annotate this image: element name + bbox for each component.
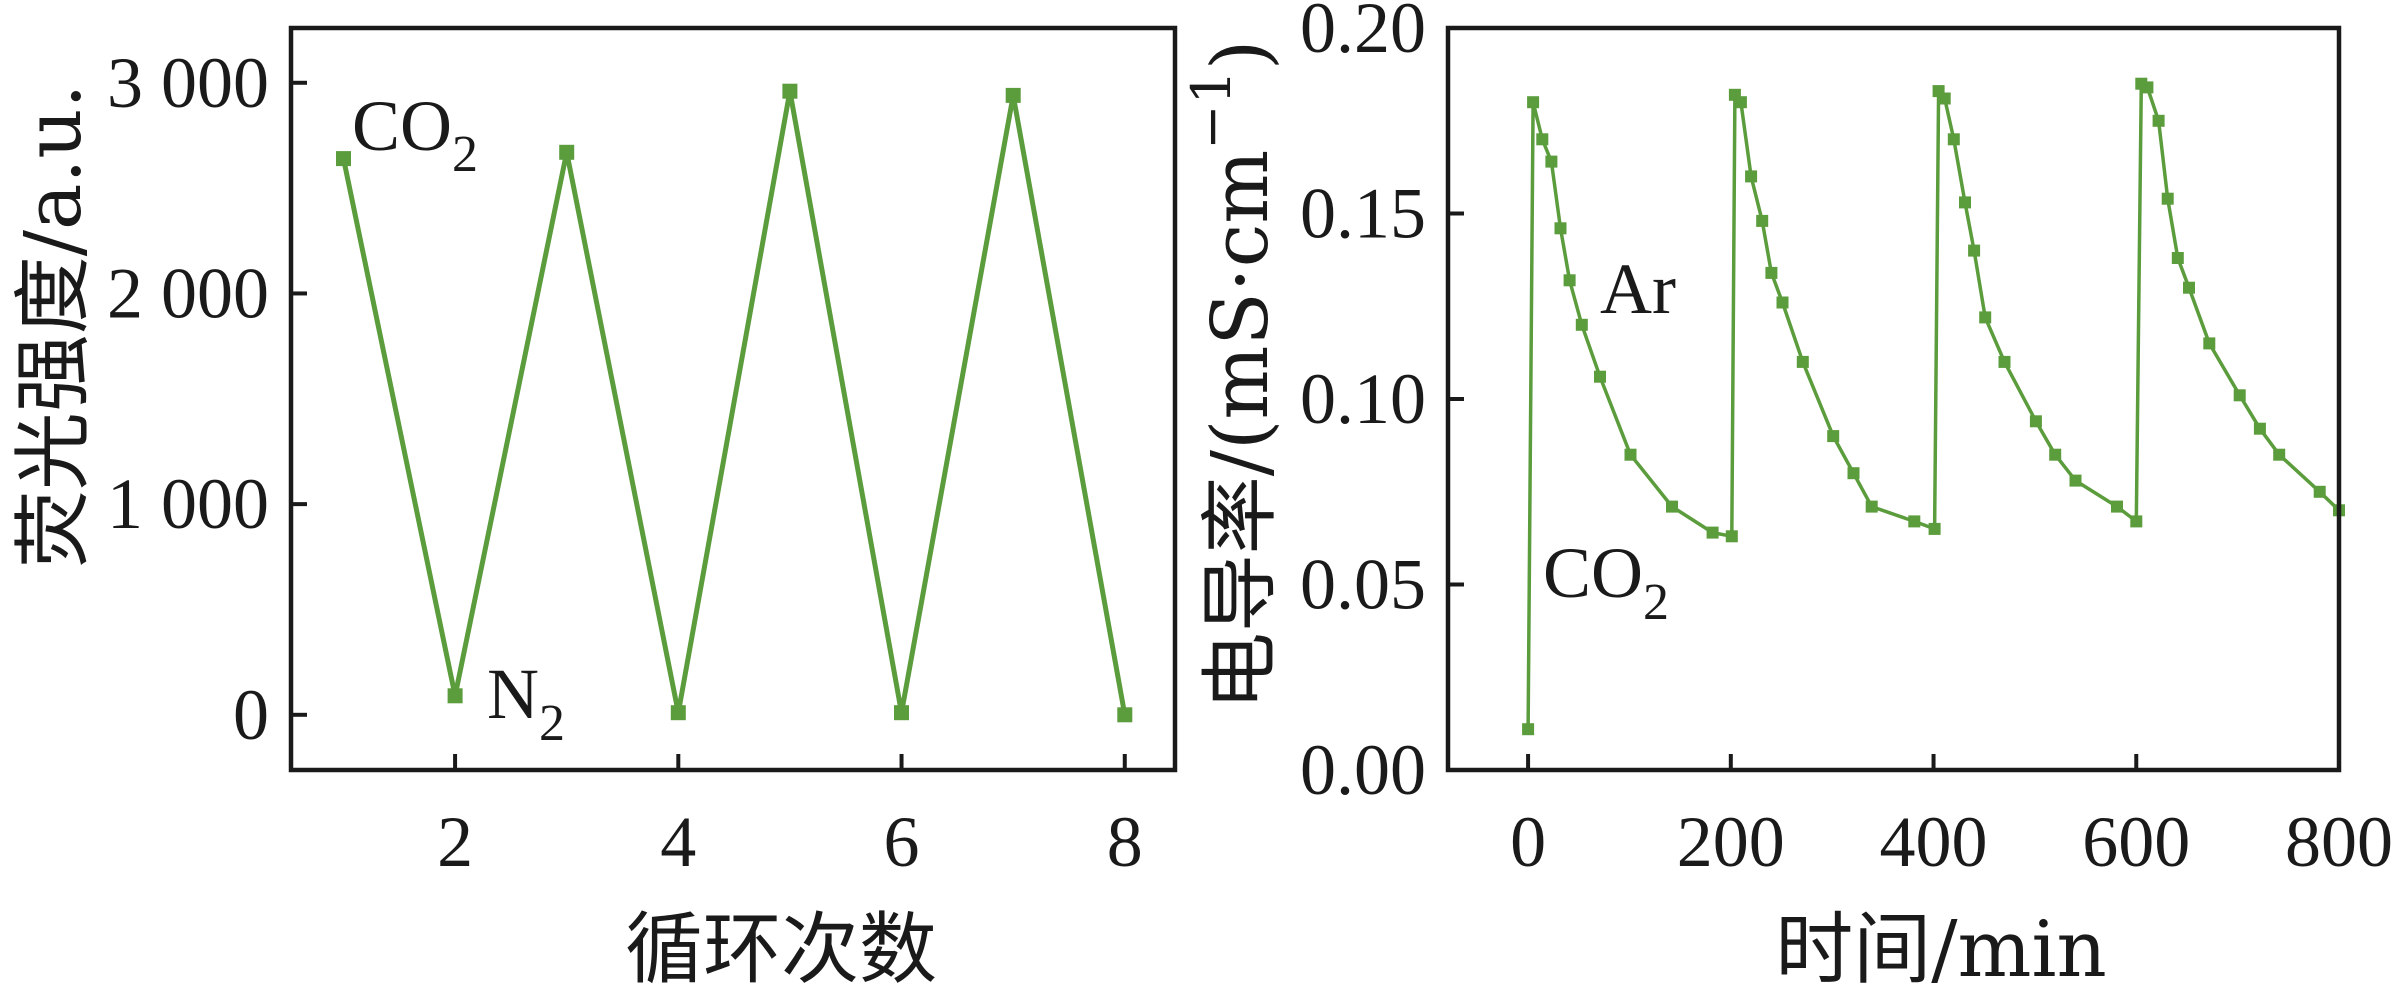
data-point	[1594, 370, 1606, 383]
data-point	[2253, 422, 2266, 435]
y-tick-label: 0.20	[1300, 0, 1426, 68]
data-point	[1527, 96, 1540, 109]
plot-frame	[1445, 25, 2342, 773]
annotation-n2: N2	[487, 654, 565, 752]
data-point	[1968, 244, 1981, 257]
x-axis-title: 时间/min	[1775, 905, 2106, 995]
data-point	[1827, 430, 1840, 443]
annotation-text: Ar	[1600, 249, 1676, 329]
data-point	[1979, 311, 1992, 324]
data-point	[2141, 81, 2154, 94]
x-tick-label: 2	[437, 802, 473, 882]
data-point	[1756, 214, 1769, 227]
annotation-text: CO	[1543, 533, 1643, 613]
data-point	[2111, 500, 2123, 513]
data-point	[1666, 500, 1678, 513]
y-tick-label: 0.15	[1300, 174, 1426, 254]
data-point	[1908, 515, 1921, 528]
x-tick-label: 8	[1107, 802, 1143, 882]
data-point	[2233, 389, 2246, 402]
data-point	[1847, 467, 1860, 480]
conductivity-time-chart: 电导率/(mS·cm−1) 时间/min Ar CO2 0.00 0.05 0.10…	[1180, 0, 2394, 995]
data-point	[1765, 266, 1778, 279]
data-point	[2161, 192, 2174, 205]
y-tick-label: 0.10	[1300, 359, 1426, 439]
data-point	[1522, 723, 1535, 736]
x-tick-label: 0	[1510, 802, 1546, 882]
data-point	[2152, 114, 2165, 127]
data-point	[1865, 500, 1878, 513]
data-point	[2049, 448, 2062, 461]
annotation-subscript: 2	[452, 126, 478, 183]
annotation-co2: CO2	[1543, 533, 1669, 631]
y-tick-label: 1 000	[107, 464, 269, 544]
data-point	[1725, 530, 1738, 543]
data-point	[1959, 196, 1971, 209]
data-point	[1734, 96, 1747, 109]
x-axis-title: 循环次数	[625, 905, 937, 995]
data-point	[1545, 155, 1558, 168]
data-point	[782, 83, 798, 99]
plot-frame	[288, 25, 1178, 773]
data-point	[1575, 318, 1588, 331]
y-axis-title: 电导率/(mS·cm−1)	[1180, 40, 1287, 711]
data-point	[2171, 252, 2184, 264]
data-point	[2183, 281, 2195, 294]
data-point	[1563, 274, 1576, 287]
y-axis-title-close: )	[1196, 40, 1286, 70]
data-point	[2130, 515, 2143, 528]
y-tick-label: 0.00	[1300, 730, 1426, 810]
y-tick-label: 0	[233, 675, 269, 755]
data-point	[1536, 133, 1549, 146]
data-point	[2203, 337, 2216, 350]
data-point	[336, 151, 351, 167]
data-point	[447, 688, 463, 704]
data-point	[1745, 170, 1758, 183]
annotation-subscript: 2	[539, 695, 565, 752]
data-point	[2029, 415, 2042, 428]
data-point	[670, 705, 686, 721]
data-point	[1938, 92, 1951, 105]
y-tick-label: 3 000	[107, 43, 269, 123]
annotation-text: CO	[352, 86, 452, 166]
x-tick-label: 800	[2285, 802, 2393, 882]
y-axis-title-superscript: −1	[1180, 70, 1243, 150]
series-line	[1526, 81, 2341, 730]
y-tick-label: 0.05	[1300, 545, 1426, 625]
data-point	[1005, 87, 1021, 103]
data-point	[1998, 355, 2011, 368]
annotation-co2: CO2	[352, 86, 478, 183]
data-point	[1928, 522, 1941, 535]
data-point	[2069, 474, 2082, 487]
annotation-subscript: 2	[1643, 574, 1669, 631]
x-tick-label: 200	[1677, 802, 1785, 882]
data-point	[1947, 133, 1960, 146]
data-point	[2313, 485, 2326, 498]
data-point	[559, 144, 575, 160]
x-tick-label: 6	[884, 802, 920, 882]
data-point	[1624, 448, 1637, 461]
y-axis-title: 荧光强度/a.u.	[9, 84, 99, 569]
y-tick-label: 2 000	[107, 253, 269, 333]
y-axis-title-text: 电导率/(mS·cm	[1196, 150, 1286, 711]
x-tick-label: 600	[2082, 802, 2190, 882]
data-point	[1706, 526, 1719, 539]
data-point	[894, 705, 909, 721]
data-point	[2273, 448, 2286, 461]
annotation-text: N	[487, 654, 539, 734]
x-tick-label: 400	[1880, 802, 1988, 882]
series-line	[341, 88, 1128, 716]
annotation-ar: Ar	[1600, 249, 1676, 329]
data-point	[1796, 355, 1809, 368]
data-point	[1776, 296, 1789, 309]
data-point	[1554, 222, 1567, 235]
data-point	[1117, 707, 1133, 723]
x-tick-label: 4	[660, 802, 696, 882]
